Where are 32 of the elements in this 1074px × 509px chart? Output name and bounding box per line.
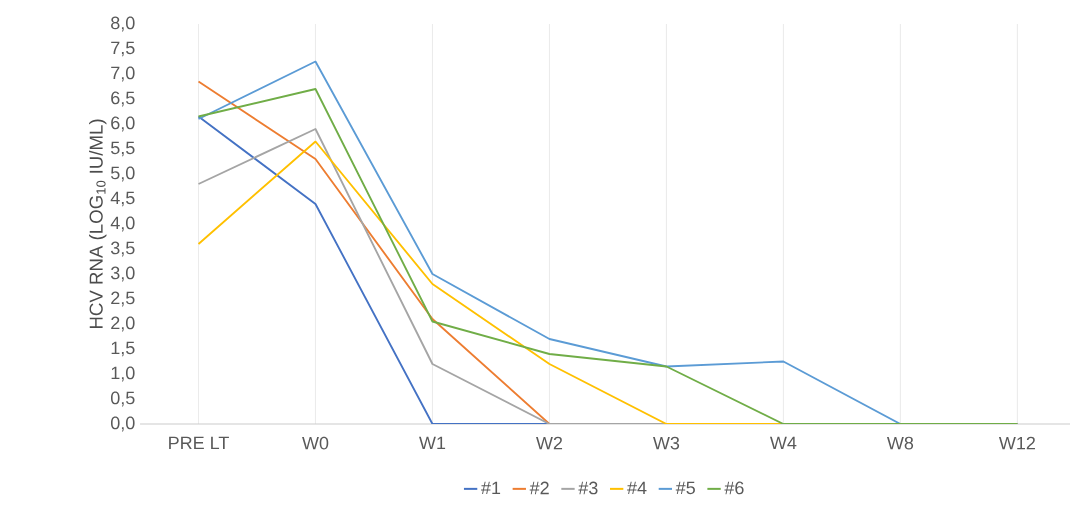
y-tick-label: 8,0: [111, 16, 135, 32]
x-tick-label: W0: [302, 436, 329, 450]
x-tick-label: W3: [653, 436, 680, 450]
y-tick-label: 3,0: [110, 266, 135, 282]
legend-label: #4: [627, 481, 647, 495]
y-tick-label: 6,5: [111, 91, 135, 107]
x-tick-label: W2: [536, 436, 563, 450]
y-tick-label: 1,0: [111, 366, 135, 382]
y-tick-label: 2,0: [111, 316, 135, 332]
y-tick-label: 5,5: [110, 141, 135, 157]
y-tick-label: 3,5: [110, 241, 135, 257]
y-tick-label: 4,5: [110, 191, 135, 207]
y-tick-label: 4,0: [110, 216, 135, 232]
y-tick-label: 1,5: [111, 341, 135, 357]
x-tick-label: W12: [998, 436, 1035, 450]
legend-label: #3: [578, 481, 598, 495]
y-tick-label: 6,0: [111, 116, 135, 132]
x-tick-label: W4: [769, 436, 797, 450]
y-tick-label: 0,0: [110, 416, 135, 432]
legend-label: #5: [675, 481, 695, 495]
y-tick-label: 2,5: [111, 291, 135, 307]
y-tick-label: 0,5: [110, 391, 135, 407]
y-tick-label: 7,0: [111, 66, 135, 82]
y-tick-label: 5,0: [110, 166, 135, 182]
x-tick-label: PRE LT: [169, 436, 229, 450]
legend-label: #6: [724, 481, 744, 495]
x-tick-label: W8: [886, 436, 914, 450]
legend-label: #1: [481, 481, 501, 495]
y-axis-title: HCV RNA (LOG$_{10}$ IU/ML): [89, 119, 107, 329]
y-tick-label: 7,5: [111, 41, 135, 57]
x-tick-label: W1: [419, 436, 446, 450]
legend-label: #2: [529, 481, 549, 495]
